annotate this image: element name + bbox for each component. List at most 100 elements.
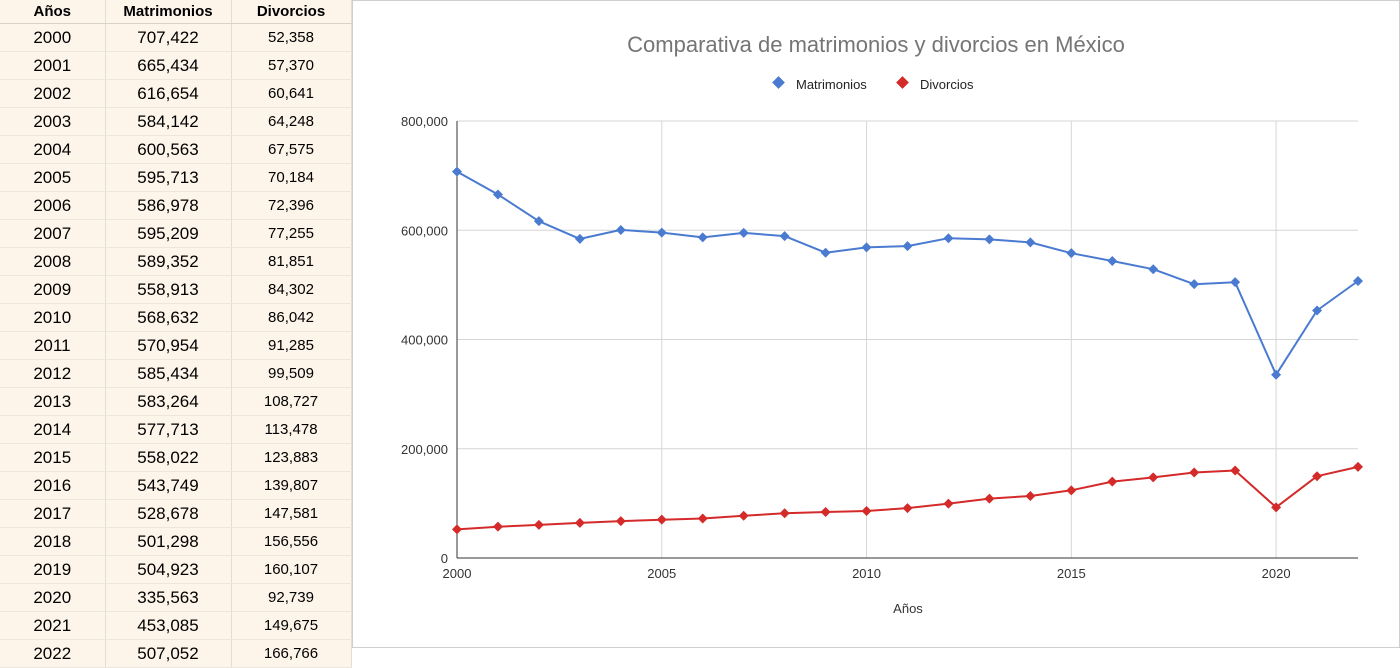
chart-title: Comparativa de matrimonios y divorcios e…	[627, 32, 1125, 57]
cell-matrimonios[interactable]: 543,749	[105, 471, 232, 500]
cell-divorcios[interactable]: 72,396	[231, 191, 352, 220]
data-point-matrimonios	[1230, 277, 1241, 288]
table-row: 2007 595,209 77,255	[0, 219, 352, 248]
header-divorces[interactable]: Divorcios	[231, 0, 352, 24]
data-point-matrimonios	[697, 232, 708, 243]
cell-year[interactable]: 2016	[0, 471, 106, 500]
cell-divorcios[interactable]: 81,851	[231, 247, 352, 276]
cell-year[interactable]: 2003	[0, 107, 106, 136]
header-years[interactable]: Años	[0, 0, 106, 24]
cell-divorcios[interactable]: 156,556	[231, 527, 352, 556]
cell-divorcios[interactable]: 91,285	[231, 331, 352, 360]
cell-matrimonios[interactable]: 501,298	[105, 527, 232, 556]
cell-matrimonios[interactable]: 584,142	[105, 107, 232, 136]
cell-divorcios[interactable]: 84,302	[231, 275, 352, 304]
cell-divorcios[interactable]: 60,641	[231, 79, 352, 108]
chart-panel[interactable]: Comparativa de matrimonios y divorcios e…	[352, 0, 1400, 648]
cell-divorcios[interactable]: 86,042	[231, 303, 352, 332]
header-marriages[interactable]: Matrimonios	[105, 0, 232, 24]
cell-matrimonios[interactable]: 577,713	[105, 415, 232, 444]
cell-year[interactable]: 2002	[0, 79, 106, 108]
table-row: 2000 707,422 52,358	[0, 23, 352, 52]
cell-divorcios[interactable]: 147,581	[231, 499, 352, 528]
cell-year[interactable]: 2018	[0, 527, 106, 556]
cell-year[interactable]: 2017	[0, 499, 106, 528]
series-line-divorcios	[456, 465, 1359, 531]
cell-matrimonios[interactable]: 453,085	[105, 611, 232, 640]
cell-year[interactable]: 2019	[0, 555, 106, 584]
data-point-matrimonios	[1271, 369, 1282, 380]
cell-divorcios[interactable]: 64,248	[231, 107, 352, 136]
cell-divorcios[interactable]: 52,358	[231, 23, 352, 52]
cell-matrimonios[interactable]: 595,713	[105, 163, 232, 192]
cell-matrimonios[interactable]: 504,923	[105, 555, 232, 584]
data-point-matrimonios	[1312, 305, 1323, 316]
cell-year[interactable]: 2020	[0, 583, 106, 612]
cell-year[interactable]: 2013	[0, 387, 106, 416]
cell-matrimonios[interactable]: 595,209	[105, 219, 232, 248]
cell-matrimonios[interactable]: 568,632	[105, 303, 232, 332]
data-point-divorcios	[1230, 465, 1241, 476]
cell-matrimonios[interactable]: 665,434	[105, 51, 232, 80]
table-row: 2004 600,563 67,575	[0, 135, 352, 164]
cell-year[interactable]: 2022	[0, 639, 106, 668]
cell-divorcios[interactable]: 149,675	[231, 611, 352, 640]
cell-year[interactable]: 2004	[0, 135, 106, 164]
data-point-matrimonios	[1353, 276, 1363, 287]
cell-matrimonios[interactable]: 335,563	[105, 583, 232, 612]
data-point-divorcios	[1189, 467, 1200, 478]
y-tick-label: 0	[441, 551, 448, 566]
cell-matrimonios[interactable]: 589,352	[105, 247, 232, 276]
cell-year[interactable]: 2010	[0, 303, 106, 332]
cell-matrimonios[interactable]: 585,434	[105, 359, 232, 388]
cell-divorcios[interactable]: 57,370	[231, 51, 352, 80]
cell-year[interactable]: 2007	[0, 219, 106, 248]
data-point-matrimonios	[902, 241, 913, 252]
cell-matrimonios[interactable]: 507,052	[105, 639, 232, 668]
cell-divorcios[interactable]: 99,509	[231, 359, 352, 388]
cell-divorcios[interactable]: 166,766	[231, 639, 352, 668]
y-tick-label: 600,000	[401, 223, 448, 238]
cell-year[interactable]: 2000	[0, 23, 106, 52]
table-row: 2016 543,749 139,807	[0, 471, 352, 500]
cell-year[interactable]: 2014	[0, 415, 106, 444]
table-row: 2010 568,632 86,042	[0, 303, 352, 332]
cell-matrimonios[interactable]: 558,913	[105, 275, 232, 304]
data-point-matrimonios	[574, 233, 585, 244]
cell-divorcios[interactable]: 160,107	[231, 555, 352, 584]
data-point-matrimonios	[1066, 248, 1077, 259]
cell-year[interactable]: 2001	[0, 51, 106, 80]
cell-divorcios[interactable]: 113,478	[231, 415, 352, 444]
cell-divorcios[interactable]: 77,255	[231, 219, 352, 248]
cell-year[interactable]: 2006	[0, 191, 106, 220]
cell-divorcios[interactable]: 108,727	[231, 387, 352, 416]
table-row: 2013 583,264 108,727	[0, 387, 352, 416]
cell-year[interactable]: 2012	[0, 359, 106, 388]
cell-matrimonios[interactable]: 570,954	[105, 331, 232, 360]
data-point-matrimonios	[1107, 255, 1118, 266]
x-tick-label: 2015	[1057, 566, 1086, 581]
cell-year[interactable]: 2008	[0, 247, 106, 276]
cell-matrimonios[interactable]: 528,678	[105, 499, 232, 528]
cell-matrimonios[interactable]: 586,978	[105, 191, 232, 220]
data-point-divorcios	[1312, 471, 1323, 482]
cell-divorcios[interactable]: 92,739	[231, 583, 352, 612]
cell-matrimonios[interactable]: 583,264	[105, 387, 232, 416]
cell-divorcios[interactable]: 70,184	[231, 163, 352, 192]
cell-year[interactable]: 2015	[0, 443, 106, 472]
cell-year[interactable]: 2005	[0, 163, 106, 192]
cell-matrimonios[interactable]: 707,422	[105, 23, 232, 52]
cell-matrimonios[interactable]: 558,022	[105, 443, 232, 472]
cell-year[interactable]: 2021	[0, 611, 106, 640]
cell-year[interactable]: 2011	[0, 331, 106, 360]
cell-divorcios[interactable]: 67,575	[231, 135, 352, 164]
data-point-divorcios	[902, 503, 913, 514]
cell-divorcios[interactable]: 139,807	[231, 471, 352, 500]
y-tick-label: 200,000	[401, 442, 448, 457]
cell-matrimonios[interactable]: 616,654	[105, 79, 232, 108]
data-point-divorcios	[984, 493, 995, 504]
cell-matrimonios[interactable]: 600,563	[105, 135, 232, 164]
cell-divorcios[interactable]: 123,883	[231, 443, 352, 472]
cell-year[interactable]: 2009	[0, 275, 106, 304]
data-point-divorcios	[697, 513, 708, 524]
